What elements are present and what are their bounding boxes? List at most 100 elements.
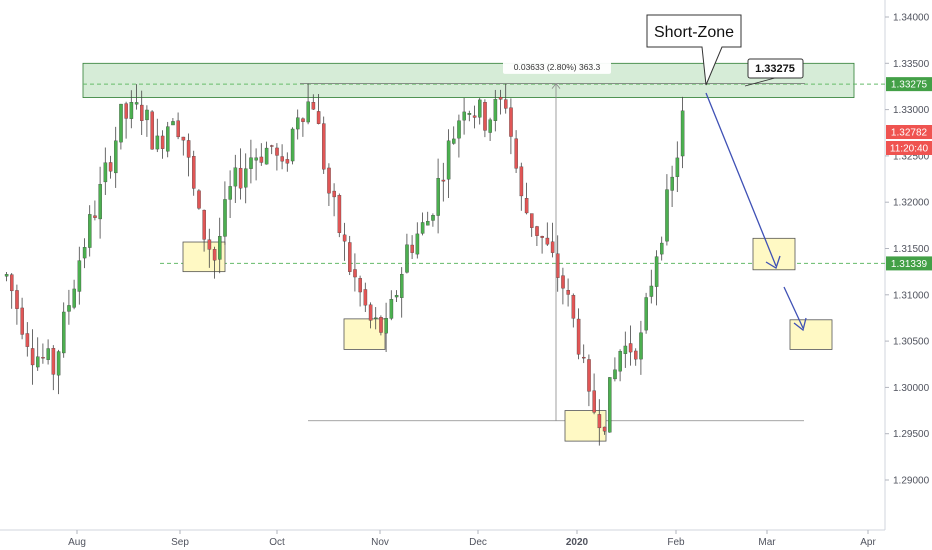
- candle-up: [103, 162, 108, 183]
- candle-up: [654, 256, 659, 287]
- candle-up: [82, 247, 87, 259]
- time-tick-label: Feb: [667, 537, 685, 548]
- candle-up: [306, 101, 310, 123]
- candle-up: [665, 189, 669, 242]
- overlays: 0.03633 (2.80%) 363.3 1.33275 Short-Zone: [503, 14, 807, 421]
- candle-up: [114, 140, 118, 174]
- price-tick-label: 1.29500: [893, 429, 930, 440]
- candle-up: [46, 348, 50, 360]
- time-axis[interactable]: Aug Sep Oct Nov Dec 2020 Feb Mar Apr: [68, 530, 876, 548]
- candle-down: [327, 167, 331, 194]
- candle-up: [618, 351, 622, 372]
- candle-down: [540, 235, 544, 238]
- time-tick-label: Dec: [469, 537, 487, 548]
- candle-up: [155, 135, 160, 150]
- time-tick-label: 2020: [566, 537, 589, 548]
- candle-down: [530, 213, 534, 228]
- candle-down: [176, 120, 180, 138]
- candle-down: [597, 414, 602, 429]
- time-tick-label: Sep: [171, 537, 189, 548]
- candle-down: [192, 156, 196, 189]
- candle-down: [212, 249, 217, 261]
- price-axis[interactable]: 1.34000 1.33500 1.33000 1.32500 1.32000 1.315…: [885, 13, 932, 487]
- candle-up: [400, 273, 404, 298]
- candle-down: [259, 156, 264, 163]
- candles: [4, 83, 685, 446]
- price-label: 1.33275: [755, 63, 795, 75]
- candle-down: [441, 179, 446, 182]
- price-tick-label: 1.32500: [893, 151, 930, 162]
- candle-down: [150, 111, 154, 150]
- candle-up: [452, 138, 456, 144]
- candle-down: [556, 253, 560, 278]
- candle-down: [207, 239, 212, 250]
- down-arrow-2-head: [793, 317, 807, 332]
- candle-up: [670, 176, 674, 191]
- price-tick-label: 1.30000: [893, 383, 930, 394]
- candle-down: [41, 357, 45, 359]
- candle-down: [602, 426, 607, 432]
- candle-down: [124, 103, 128, 119]
- candle-down: [472, 115, 477, 118]
- candle-up: [129, 102, 134, 119]
- candle-up: [119, 103, 123, 143]
- candle-down: [316, 111, 321, 124]
- candle-up: [4, 274, 9, 277]
- candle-up: [77, 260, 82, 292]
- candle-down: [10, 274, 14, 292]
- candle-up: [72, 288, 76, 308]
- candle-down: [587, 359, 591, 392]
- candle-up: [431, 215, 435, 221]
- candle-down: [509, 107, 513, 137]
- candle-up: [436, 178, 440, 216]
- price-tag-label: 11:20:40: [890, 144, 929, 155]
- candle-down: [483, 102, 487, 131]
- candle-down: [140, 104, 144, 121]
- candle-down: [628, 343, 633, 353]
- candle-up: [389, 299, 394, 319]
- candle-up: [223, 199, 227, 237]
- candle-up: [233, 167, 238, 187]
- candle-down: [519, 166, 524, 197]
- price-tick-label: 1.31500: [893, 244, 930, 255]
- candle-down: [582, 356, 586, 359]
- candle-up: [649, 285, 654, 297]
- price-label-pointer: [744, 77, 776, 87]
- candle-up: [493, 99, 498, 121]
- candle-down: [363, 289, 368, 306]
- candle-up: [405, 244, 409, 273]
- candle-up: [394, 295, 399, 298]
- candle-up: [608, 377, 612, 433]
- candle-up: [218, 236, 222, 260]
- measure-arrowhead: [551, 83, 561, 89]
- candle-up: [384, 317, 388, 334]
- measure-label-bg: [503, 59, 611, 74]
- candle-down: [504, 99, 508, 109]
- candle-up: [374, 317, 378, 319]
- price-tag: [886, 256, 932, 271]
- candle-up: [462, 111, 466, 121]
- candle-down: [186, 140, 191, 158]
- candle-up: [467, 113, 472, 115]
- candle-down: [202, 209, 206, 240]
- price-tick-label: 1.33000: [893, 105, 930, 116]
- candle-down: [634, 350, 638, 360]
- candle-up: [56, 351, 61, 376]
- candle-down: [353, 269, 357, 278]
- down-arrow-2: [783, 286, 804, 329]
- candle-down: [337, 195, 342, 233]
- candle-down: [550, 241, 555, 253]
- grid: [0, 0, 886, 531]
- price-tick-label: 1.34000: [893, 13, 930, 24]
- price-tick-label: 1.29000: [893, 476, 930, 487]
- candle-up: [623, 345, 628, 354]
- candle-up: [644, 297, 648, 331]
- candle-up: [415, 233, 420, 255]
- candle-up: [249, 157, 253, 169]
- candle-up: [420, 222, 425, 234]
- candle-up: [166, 126, 170, 152]
- candle-down: [285, 159, 290, 164]
- candle-up: [36, 356, 40, 368]
- candle-down: [566, 290, 570, 295]
